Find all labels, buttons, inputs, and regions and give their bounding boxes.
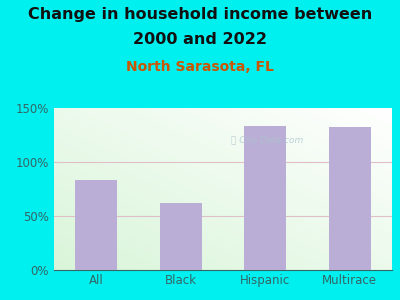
Bar bbox=[160, 203, 202, 270]
Bar bbox=[75, 180, 117, 270]
Bar bbox=[244, 126, 286, 270]
Text: ⓒ City-Data.com: ⓒ City-Data.com bbox=[231, 136, 303, 145]
Text: 2000 and 2022: 2000 and 2022 bbox=[133, 32, 267, 46]
Bar bbox=[329, 128, 371, 270]
Text: North Sarasota, FL: North Sarasota, FL bbox=[126, 60, 274, 74]
Text: Change in household income between: Change in household income between bbox=[28, 8, 372, 22]
